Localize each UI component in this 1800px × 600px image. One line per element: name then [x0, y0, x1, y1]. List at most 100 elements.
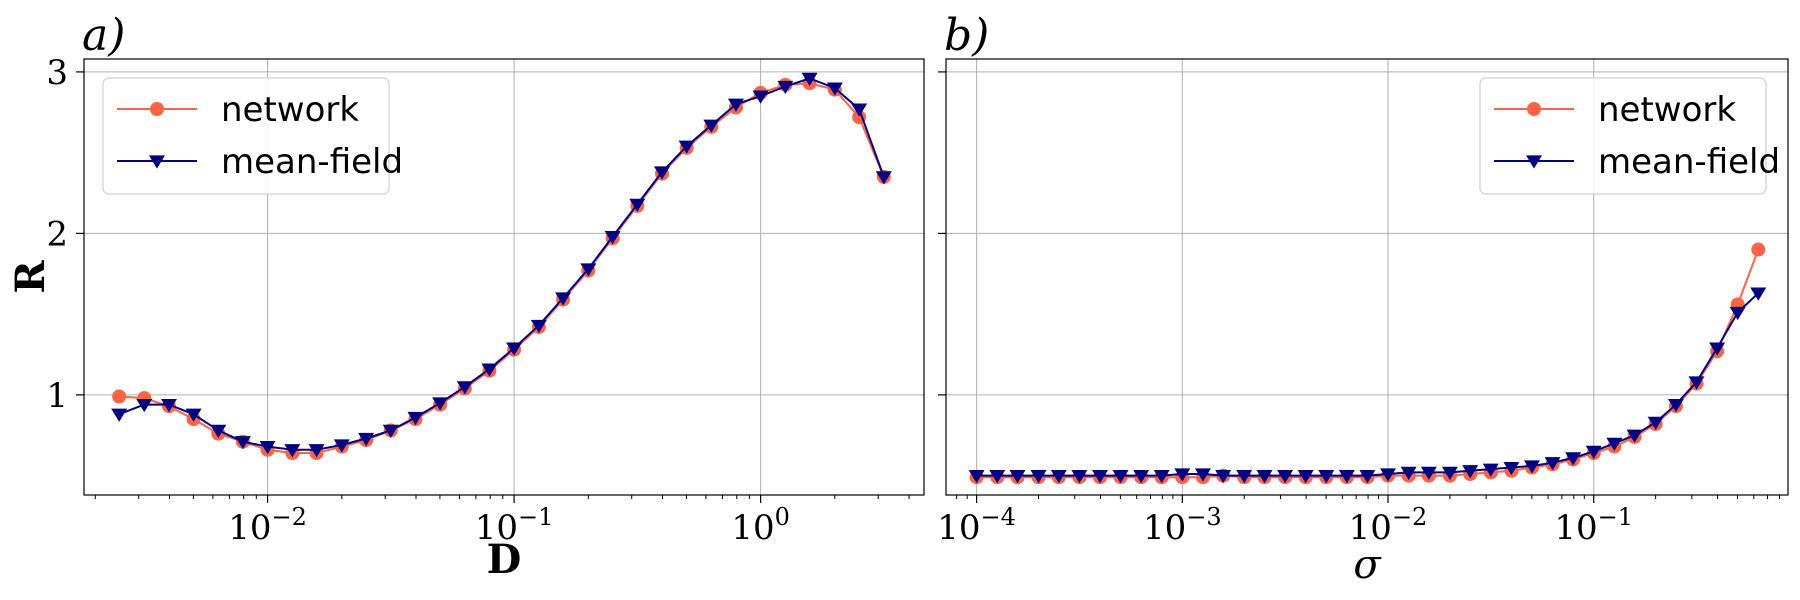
data-point: [1626, 429, 1643, 443]
data-point: [1667, 398, 1684, 413]
data-point: [678, 140, 695, 154]
data-point: [1523, 460, 1540, 474]
series-line: [976, 292, 1759, 477]
panel-label: b): [944, 10, 989, 61]
data-point: [1565, 452, 1582, 466]
x-axis-label: σ: [1353, 542, 1382, 588]
x-axis-label: D: [487, 536, 522, 583]
data-point: [1503, 461, 1520, 476]
data-point: [875, 171, 892, 185]
data-point: [826, 82, 843, 96]
data-point: [1606, 437, 1623, 451]
data-point: [604, 231, 621, 245]
x-tick-label: 10−2: [228, 503, 307, 548]
data-point: [1380, 468, 1397, 482]
data-point: [1751, 242, 1766, 257]
data-point: [185, 408, 202, 422]
data-point: [1585, 445, 1602, 459]
data-point: [112, 389, 127, 404]
panel-a: 10−2 10−1 100 1 2 3 a) D R network mean-field: [7, 10, 925, 583]
panel-label: a): [82, 10, 125, 61]
legend-marker: [149, 155, 165, 169]
x-tick-label: 10−2: [1349, 503, 1428, 548]
legend-entry: network: [117, 90, 359, 130]
data-point: [1729, 306, 1746, 321]
y-axis-label: R: [7, 260, 54, 294]
data-point: [777, 80, 794, 95]
series-mean-field: [111, 72, 892, 458]
data-point: [456, 381, 473, 395]
data-point: [968, 470, 985, 484]
data-point: [1420, 466, 1437, 480]
data-point: [1215, 470, 1232, 484]
data-point: [1297, 470, 1314, 484]
data-point: [1482, 463, 1499, 477]
series-mean-field: [968, 287, 1767, 484]
data-point: [136, 398, 153, 413]
data-point: [481, 363, 498, 377]
data-point: [111, 408, 128, 422]
legend-entry: network: [1494, 90, 1736, 130]
data-point: [1359, 470, 1376, 484]
data-point: [1441, 466, 1458, 480]
legend: network mean-field: [1479, 77, 1780, 195]
x-tick-label: 10−3: [1143, 503, 1222, 548]
data-point: [432, 397, 449, 411]
data-point: [1688, 376, 1705, 390]
legend-marker: [1526, 155, 1542, 169]
x-tick-label: 100: [731, 503, 790, 548]
data-point: [580, 263, 597, 277]
data-point: [1338, 470, 1355, 484]
legend-label: network: [1598, 90, 1736, 130]
data-point: [752, 90, 769, 104]
legend-entry: mean-field: [1494, 142, 1780, 182]
legend-label: network: [221, 90, 359, 130]
data-point: [989, 470, 1006, 484]
x-tick-label: 10−4: [937, 503, 1016, 548]
axes-frame: [83, 58, 925, 496]
data-point: [555, 292, 572, 306]
legend-marker: [1527, 102, 1541, 116]
data-point: [703, 119, 720, 133]
legend-label: mean-field: [221, 142, 403, 182]
legend-entry: mean-field: [117, 142, 403, 182]
data-point: [801, 72, 818, 86]
data-point: [210, 424, 227, 439]
data-point: [1071, 470, 1088, 484]
data-point: [407, 411, 424, 426]
data-point: [1750, 287, 1767, 301]
data-point: [284, 444, 301, 458]
data-point: [1009, 470, 1026, 484]
y-tick-label: 2: [46, 214, 68, 254]
data-point: [653, 166, 670, 180]
data-point: [234, 436, 251, 450]
data-point: [1400, 466, 1417, 480]
legend-marker: [150, 102, 164, 116]
data-point: [1133, 470, 1150, 484]
data-point: [1647, 416, 1664, 430]
axes-frame: [945, 58, 1789, 496]
data-point: [1091, 470, 1108, 484]
data-point: [308, 444, 325, 458]
data-point: [1236, 470, 1253, 484]
data-point: [1462, 465, 1479, 479]
data-point: [1153, 470, 1170, 484]
legend: network mean-field: [102, 77, 403, 195]
data-point: [1709, 342, 1726, 356]
data-point: [1112, 470, 1129, 484]
panel-b: 10−4 10−3 10−2 10−1 b) σ network mean-field: [937, 10, 1789, 588]
data-point: [1318, 470, 1335, 484]
data-point: [851, 103, 868, 117]
data-point: [1194, 468, 1211, 482]
data-point: [358, 432, 375, 447]
data-point: [506, 342, 523, 356]
data-point: [333, 439, 350, 453]
x-tick-label: 10−1: [475, 503, 554, 548]
data-point: [1030, 470, 1047, 484]
series-line: [976, 249, 1760, 479]
data-point: [629, 198, 646, 212]
data-point: [1256, 470, 1273, 484]
x-tick-label: 10−1: [1554, 503, 1633, 548]
data-point: [382, 424, 399, 439]
legend-label: mean-field: [1598, 142, 1780, 182]
